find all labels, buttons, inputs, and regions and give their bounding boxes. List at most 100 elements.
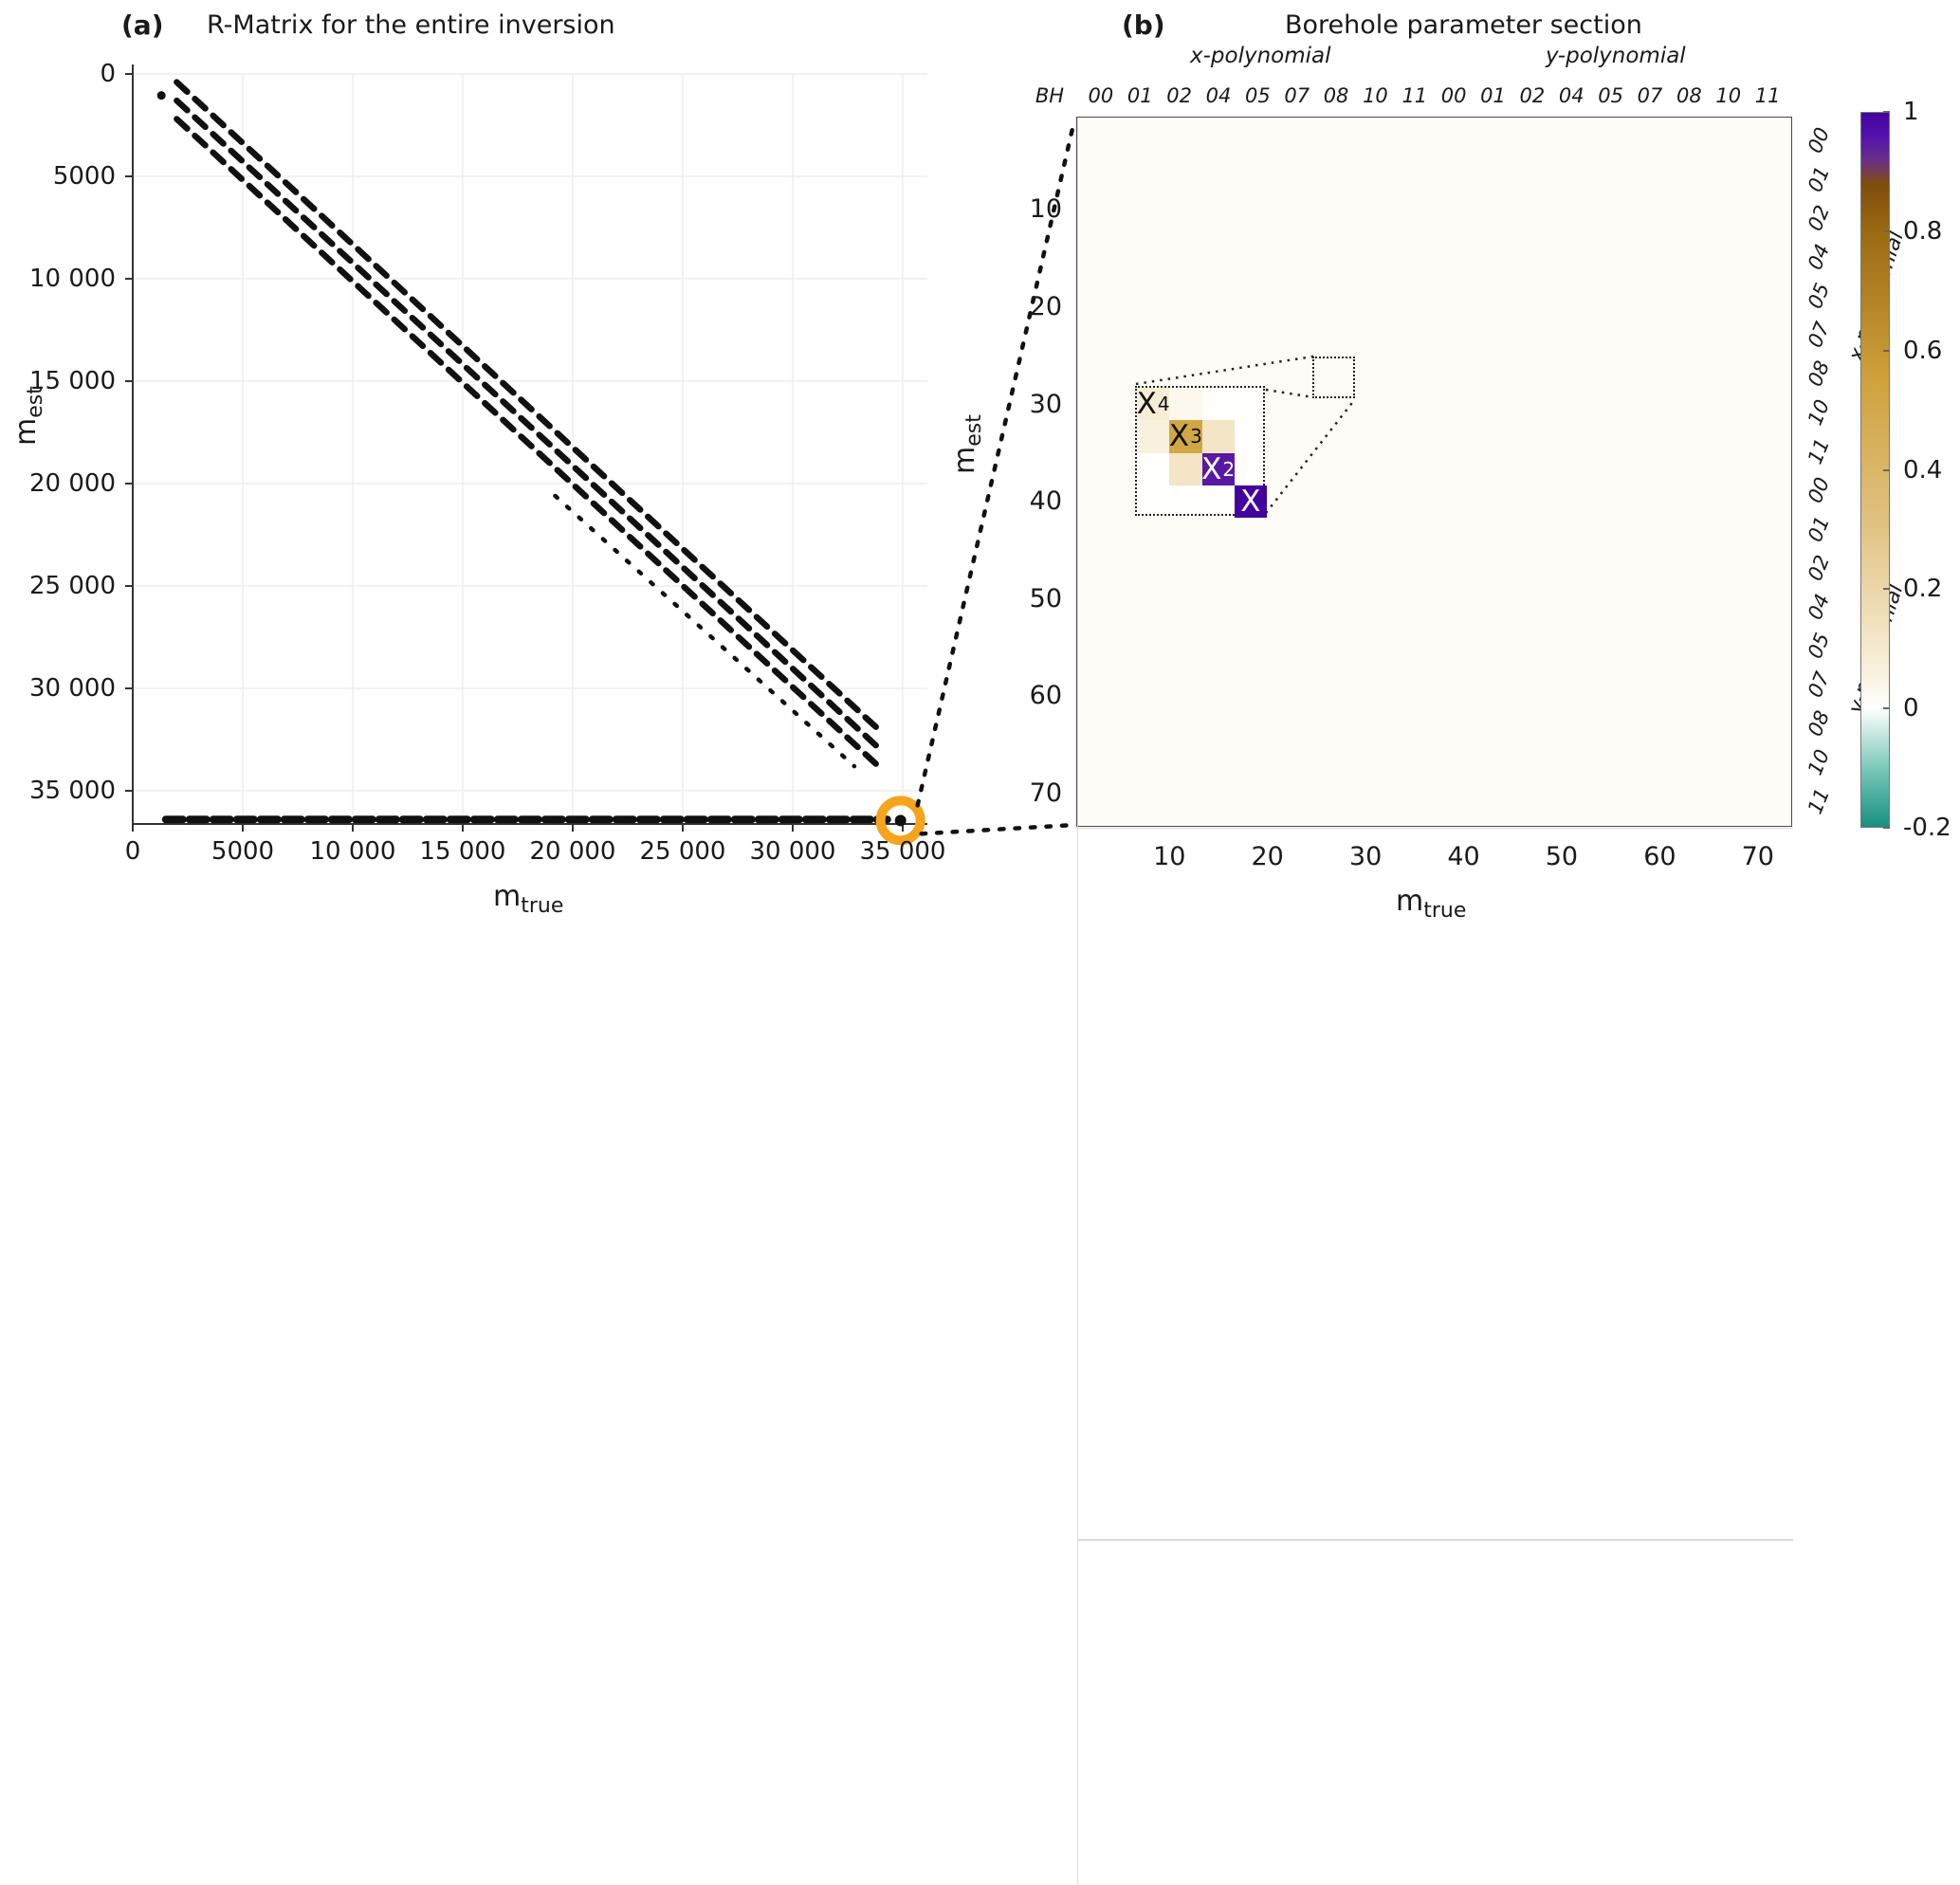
panel-b-ylabel-sub: est — [962, 414, 986, 447]
panel-b-ytick-label: 50 — [1029, 583, 1062, 613]
panel-a-xtick-label: 30 000 — [749, 837, 836, 866]
zoom-connector-bottom — [919, 822, 1077, 836]
r-matrix-diagonal-band — [174, 116, 885, 772]
inset-label-exponent: 4 — [1157, 393, 1170, 416]
panel-b-top-label-ypoly: 05 — [1598, 84, 1624, 107]
panel-a-ytick-label: 25 000 — [29, 572, 116, 600]
inset-connector-line — [1135, 354, 1320, 386]
panel-a-xtick-label: 5000 — [211, 837, 275, 866]
inset-cell — [1169, 452, 1202, 485]
panel-b-top-label-ypoly: 02 — [1519, 84, 1546, 107]
inset-label-base: X — [1201, 451, 1222, 486]
zoom-target-rect — [1312, 357, 1355, 398]
inset-label-exponent: 2 — [1222, 457, 1236, 481]
panel-b-xtick-label: 50 — [1545, 842, 1579, 871]
colorbar-tick-mark — [1883, 229, 1890, 232]
matrix-gridline-h — [1077, 1539, 1793, 1541]
panel-b-top-label-xpoly: 07 — [1284, 84, 1310, 107]
colorbar-tick-label: 0.2 — [1903, 575, 1943, 604]
panel-b-ylabel: mest — [948, 414, 986, 474]
panel-b-ytick-label: 10 — [1029, 194, 1062, 225]
panel-b-top-label-ypoly: 01 — [1480, 84, 1506, 107]
panel-a-xlabel-sub: true — [521, 894, 564, 918]
panel-b-xtick-label: 40 — [1447, 842, 1480, 871]
panel-b-top-label-ypoly: 07 — [1637, 84, 1663, 107]
panel-a-ytick-label: 5000 — [52, 162, 116, 191]
panel-b-top-label-bh: BH — [1035, 84, 1065, 107]
lead-dot — [156, 91, 166, 101]
panel-a-xlabel-base: m — [493, 880, 522, 913]
inset-connector-canvas — [1135, 354, 1356, 514]
panel-b-ylabel-base: m — [948, 446, 981, 474]
panel-a-ytick-label: 10 000 — [29, 265, 116, 293]
panel-a-ytick-label: 20 000 — [29, 469, 116, 498]
panel-a-xtick-label: 0 — [124, 837, 141, 866]
panel-b-top-label-xpoly: 10 — [1363, 84, 1388, 107]
inset-label-base: X — [1240, 484, 1261, 519]
panel-b-top-label-ypoly: 11 — [1754, 84, 1781, 107]
panel-b-xtick-label: 70 — [1741, 842, 1774, 871]
panel-a-ytick-label: 35 000 — [29, 777, 116, 805]
panel-a-ytick-label: 0 — [100, 60, 116, 88]
colorbar-tick-mark — [1883, 827, 1890, 829]
panel-b-top-label-ypoly: 10 — [1715, 84, 1742, 107]
highlighted-point — [894, 814, 907, 827]
panel-b-title: Borehole parameter section — [1285, 10, 1642, 40]
colorbar-tick-mark — [1883, 707, 1890, 710]
colorbar-tick-mark — [1883, 468, 1890, 471]
panel-a-xtick-label: 15 000 — [419, 837, 506, 866]
panel-a-xtick-label: 20 000 — [529, 837, 616, 866]
panel-b-xlabel-sub: true — [1423, 899, 1467, 923]
matrix-gridline-v — [1077, 1540, 1079, 1885]
inset-connector-line — [1265, 388, 1314, 399]
inset-label-base: X — [1168, 419, 1190, 454]
inset-label-exponent: 3 — [1190, 425, 1202, 448]
panel-b-xlabel-base: m — [1396, 885, 1424, 918]
panel-b-tag: (b) — [1122, 9, 1165, 41]
colorbar-tick-label: 0 — [1903, 694, 1919, 723]
panel-b-xtick-label: 10 — [1153, 842, 1186, 871]
colorbar-tick-label: 0.6 — [1903, 336, 1943, 365]
panel-a-ytick-label: 15 000 — [29, 367, 116, 395]
matrix-gridline-v — [1077, 829, 1079, 1540]
colorbar-tick-label: -0.2 — [1903, 814, 1951, 842]
panel-b-top-label-xpoly: 04 — [1205, 84, 1232, 107]
panel-b-ytick-label: 30 — [1029, 389, 1062, 419]
r-matrix-secondary-diagonal — [553, 493, 857, 769]
inset-cell — [1169, 388, 1202, 421]
matrix-gridline-v — [1077, 118, 1079, 828]
panel-b-top-label-ypoly: 00 — [1440, 84, 1467, 107]
panel-b-top-label-xpoly: 00 — [1088, 84, 1114, 107]
colorbar-tick-label: 0.8 — [1903, 216, 1943, 246]
panel-b-ytick-label: 40 — [1029, 486, 1062, 517]
inset-cell — [1201, 420, 1235, 453]
matrix-gridline-h — [1077, 828, 1793, 830]
colorbar-tick-label: 1 — [1903, 98, 1919, 126]
inset-label-base: X — [1136, 387, 1157, 422]
colorbar-tick-mark — [1883, 111, 1890, 113]
panel-b-top-section-x: x-polynomial — [1190, 44, 1331, 68]
inset-cell-x1: X — [1234, 484, 1267, 519]
panel-b-top-label-xpoly: 11 — [1401, 84, 1428, 107]
panel-b-xtick-label: 20 — [1251, 842, 1284, 871]
panel-b-ytick-label: 70 — [1029, 778, 1062, 809]
panel-b-top-section-y: y-polynomial — [1546, 44, 1686, 68]
panel-b-xlabel: mtrue — [1396, 885, 1466, 923]
colorbar-tick-mark — [1883, 588, 1890, 591]
panel-b-xtick-label: 60 — [1643, 842, 1676, 871]
panel-b-top-label-xpoly: 02 — [1166, 84, 1192, 107]
panel-b-top-label-xpoly: 05 — [1244, 84, 1271, 107]
r-matrix-diagonal-band — [174, 79, 885, 735]
r-matrix-diagonal-band — [174, 97, 885, 754]
zoom-circle — [875, 796, 925, 846]
panel-a-ytick-label: 30 000 — [29, 674, 116, 703]
inset-cell — [1137, 420, 1170, 453]
panel-a-xtick-label: 10 000 — [309, 837, 396, 866]
panel-a-title: R-Matrix for the entire inversion — [207, 10, 615, 40]
inset-connector-line — [1265, 398, 1356, 514]
